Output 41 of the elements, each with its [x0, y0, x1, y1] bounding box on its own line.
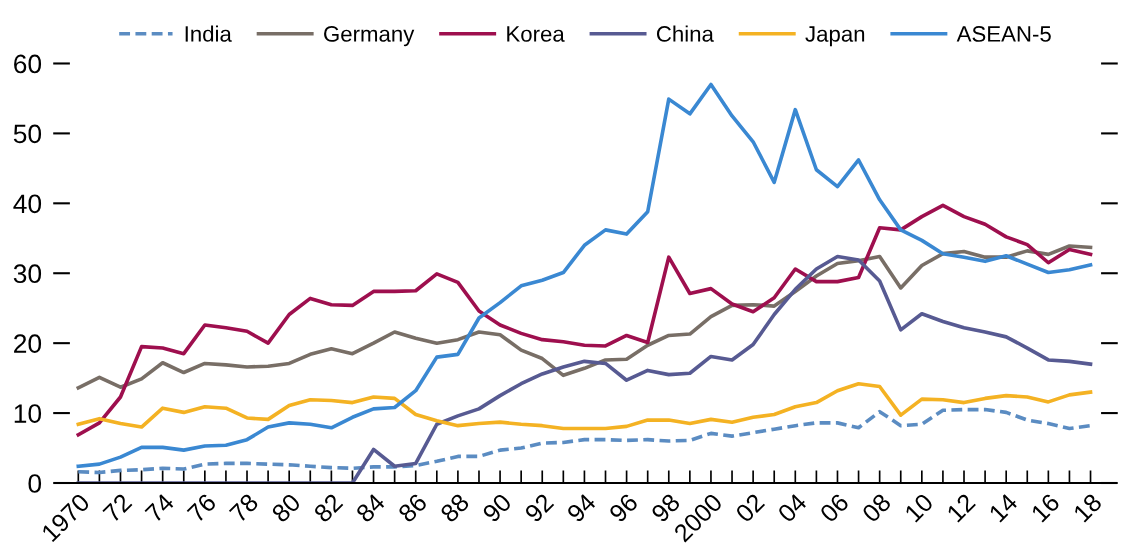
x-tick-label: 86 — [397, 492, 428, 524]
y-tick-label: 40 — [13, 194, 42, 214]
x-tick-label: 92 — [523, 492, 555, 524]
line-series — [76, 244, 1093, 390]
x-tick-label: 94 — [566, 492, 597, 524]
x-tick-label: 90 — [481, 492, 513, 524]
x-tick-label: 08 — [861, 492, 892, 524]
x-tick-label: 12 — [946, 492, 976, 523]
y-tick-label: 10 — [14, 404, 42, 423]
y-tick-label: 60 — [14, 54, 42, 74]
x-tick-label: 78 — [228, 492, 260, 524]
x-tick-label: 74 — [144, 492, 175, 523]
x-tick-label: 80 — [270, 492, 302, 524]
x-tick-label: 96 — [608, 492, 639, 524]
x-tick-label: 04 — [776, 492, 808, 524]
x-tick-label: 18 — [1072, 492, 1103, 523]
x-tick-label: 14 — [988, 492, 1019, 523]
x-tick-label: 02 — [734, 492, 766, 524]
x-tick-label: 82 — [312, 492, 344, 524]
y-tick-label: 30 — [13, 264, 42, 284]
x-tick-label: 72 — [102, 492, 133, 523]
y-tick-label: 20 — [14, 334, 42, 353]
legend-label: ASEAN-5 — [956, 26, 1051, 42]
y-tick-label: 50 — [13, 124, 42, 144]
line-series — [76, 82, 1093, 469]
line-series — [76, 381, 1093, 431]
line-series — [76, 254, 1093, 483]
line-series — [76, 407, 1093, 475]
legend-label: Korea — [507, 26, 565, 42]
legend-label: Germany — [324, 26, 415, 47]
legend-label: India — [185, 25, 232, 42]
x-tick-label: 76 — [186, 492, 218, 524]
x-tick-label: 06 — [818, 492, 850, 524]
x-tick-label: 84 — [355, 492, 387, 524]
x-tick-label: 88 — [439, 492, 471, 524]
legend-label: China — [656, 25, 714, 42]
y-tick-label: 0 — [28, 474, 42, 493]
legend-label: Japan — [805, 26, 865, 47]
x-tick-label: 16 — [1030, 492, 1061, 523]
line-series — [76, 203, 1093, 437]
x-tick-label: 10 — [903, 492, 935, 523]
